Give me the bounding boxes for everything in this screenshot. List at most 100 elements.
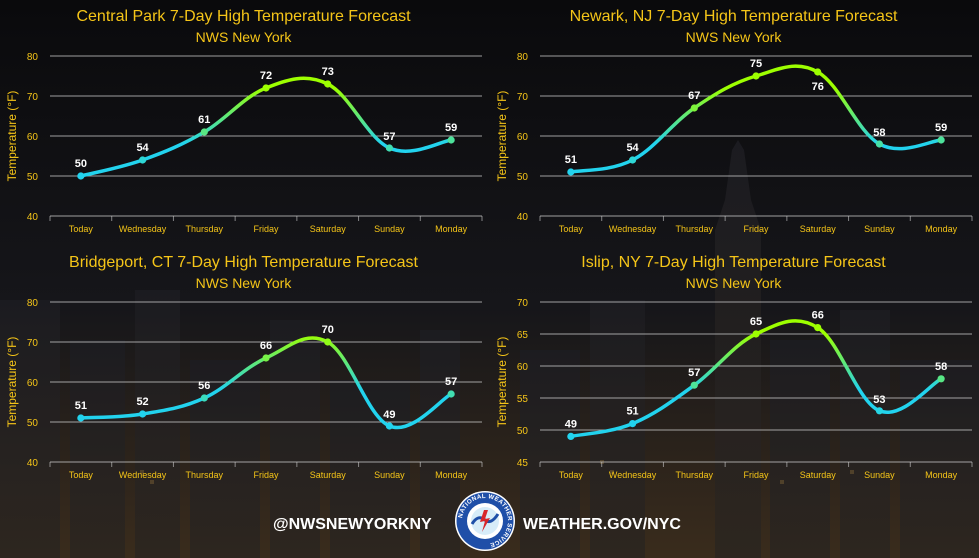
- twitter-handle: @NWSNEWYORKNY: [273, 516, 432, 533]
- y-tick-label: 70: [517, 298, 529, 309]
- y-tick-label: 50: [27, 418, 39, 429]
- data-point: [690, 381, 698, 389]
- data-label: 56: [198, 380, 210, 392]
- data-label: 51: [626, 406, 638, 418]
- x-tick-label: Thursday: [676, 470, 714, 480]
- chart-svg: Islip, NY 7-Day High Temperature Forecas…: [495, 254, 973, 480]
- y-tick-label: 55: [517, 394, 529, 405]
- y-tick-label: 60: [517, 132, 529, 143]
- data-label: 51: [75, 400, 87, 412]
- chart-panel-bridgeport: Bridgeport, CT 7-Day High Temperature Fo…: [0, 246, 487, 490]
- data-point: [324, 80, 332, 88]
- y-tick-label: 50: [517, 172, 529, 183]
- y-tick-label: 70: [517, 92, 529, 103]
- data-point: [875, 140, 884, 148]
- x-tick-label: Today: [69, 470, 94, 480]
- y-tick-label: 60: [27, 132, 39, 143]
- y-tick-label: 40: [27, 212, 39, 223]
- y-tick-label: 65: [517, 330, 529, 341]
- x-tick-label: Sunday: [374, 470, 405, 480]
- chart-subtitle: NWS New York: [196, 275, 293, 291]
- y-tick-label: 45: [517, 458, 529, 469]
- footer-bar: @NWSNEWYORKNY WEATHER.GOV/NYC: [0, 488, 979, 558]
- data-label: 66: [260, 340, 272, 352]
- data-label: 58: [873, 127, 885, 139]
- data-point: [200, 128, 208, 136]
- x-tick-label: Monday: [925, 470, 958, 480]
- data-point: [262, 354, 270, 362]
- x-tick-label: Today: [559, 224, 584, 234]
- nws-logo-icon: NATIONAL WEATHER SERVICE: [455, 491, 515, 551]
- x-tick-label: Saturday: [800, 224, 837, 234]
- x-tick-label: Friday: [743, 470, 769, 480]
- y-axis-label: Temperature (°F): [5, 91, 19, 182]
- y-tick-label: 40: [27, 458, 39, 469]
- y-tick-label: 80: [27, 52, 39, 63]
- x-tick-label: Saturday: [310, 470, 347, 480]
- chart-title: Islip, NY 7-Day High Temperature Forecas…: [581, 254, 886, 271]
- y-tick-label: 80: [27, 298, 39, 309]
- data-point: [447, 390, 455, 398]
- data-point: [200, 394, 208, 402]
- x-tick-label: Friday: [253, 224, 279, 234]
- y-axis-label: Temperature (°F): [495, 91, 509, 182]
- data-label: 70: [322, 324, 334, 336]
- y-tick-label: 40: [517, 212, 529, 223]
- chart-subtitle: NWS New York: [196, 29, 293, 45]
- data-label: 51: [565, 154, 577, 166]
- data-label: 66: [812, 310, 824, 322]
- chart-svg: Central Park 7-Day High Temperature Fore…: [5, 8, 483, 234]
- x-tick-label: Monday: [435, 470, 468, 480]
- data-point: [628, 156, 637, 164]
- data-point: [385, 144, 394, 152]
- data-point: [690, 104, 698, 112]
- data-label: 54: [136, 142, 149, 154]
- data-label: 59: [445, 122, 457, 134]
- x-tick-label: Sunday: [374, 224, 405, 234]
- x-tick-label: Friday: [253, 470, 279, 480]
- website-link[interactable]: WEATHER.GOV/NYC: [523, 516, 681, 533]
- data-label: 50: [75, 158, 87, 170]
- data-label: 75: [750, 58, 762, 70]
- data-label: 57: [688, 367, 700, 379]
- data-label: 49: [383, 409, 395, 421]
- chart-panel-islip: Islip, NY 7-Day High Temperature Forecas…: [490, 246, 977, 490]
- data-point: [138, 156, 147, 164]
- series-line: [79, 76, 453, 178]
- data-label: 57: [383, 131, 395, 143]
- data-label: 54: [626, 142, 639, 154]
- data-label: 72: [260, 70, 272, 82]
- data-point: [447, 136, 455, 144]
- data-point: [937, 136, 945, 144]
- x-tick-label: Sunday: [864, 224, 895, 234]
- data-label: 57: [445, 376, 457, 388]
- x-tick-label: Today: [69, 224, 94, 234]
- x-tick-label: Wednesday: [119, 224, 167, 234]
- chart-title: Newark, NJ 7-Day High Temperature Foreca…: [570, 8, 898, 25]
- chart-panel-newark: Newark, NJ 7-Day High Temperature Foreca…: [490, 0, 977, 244]
- x-tick-label: Wednesday: [119, 470, 167, 480]
- data-point: [262, 84, 270, 92]
- x-tick-label: Wednesday: [609, 470, 657, 480]
- series-line: [569, 319, 943, 439]
- y-tick-label: 70: [27, 338, 39, 349]
- chart-title: Bridgeport, CT 7-Day High Temperature Fo…: [69, 254, 418, 271]
- y-tick-label: 60: [517, 362, 529, 373]
- y-axis-label: Temperature (°F): [495, 337, 509, 428]
- x-tick-label: Thursday: [186, 470, 224, 480]
- x-tick-label: Monday: [435, 224, 468, 234]
- data-point: [77, 172, 85, 180]
- series-line: [569, 64, 943, 174]
- y-axis-label: Temperature (°F): [5, 337, 19, 428]
- data-point: [937, 375, 945, 383]
- data-point: [628, 420, 637, 428]
- x-tick-label: Thursday: [186, 224, 224, 234]
- data-point: [752, 72, 760, 80]
- y-tick-label: 60: [27, 378, 39, 389]
- data-point: [324, 338, 332, 346]
- data-label: 58: [935, 361, 947, 373]
- chart-svg: Bridgeport, CT 7-Day High Temperature Fo…: [5, 254, 483, 480]
- data-label: 53: [873, 394, 885, 406]
- chart-subtitle: NWS New York: [686, 29, 783, 45]
